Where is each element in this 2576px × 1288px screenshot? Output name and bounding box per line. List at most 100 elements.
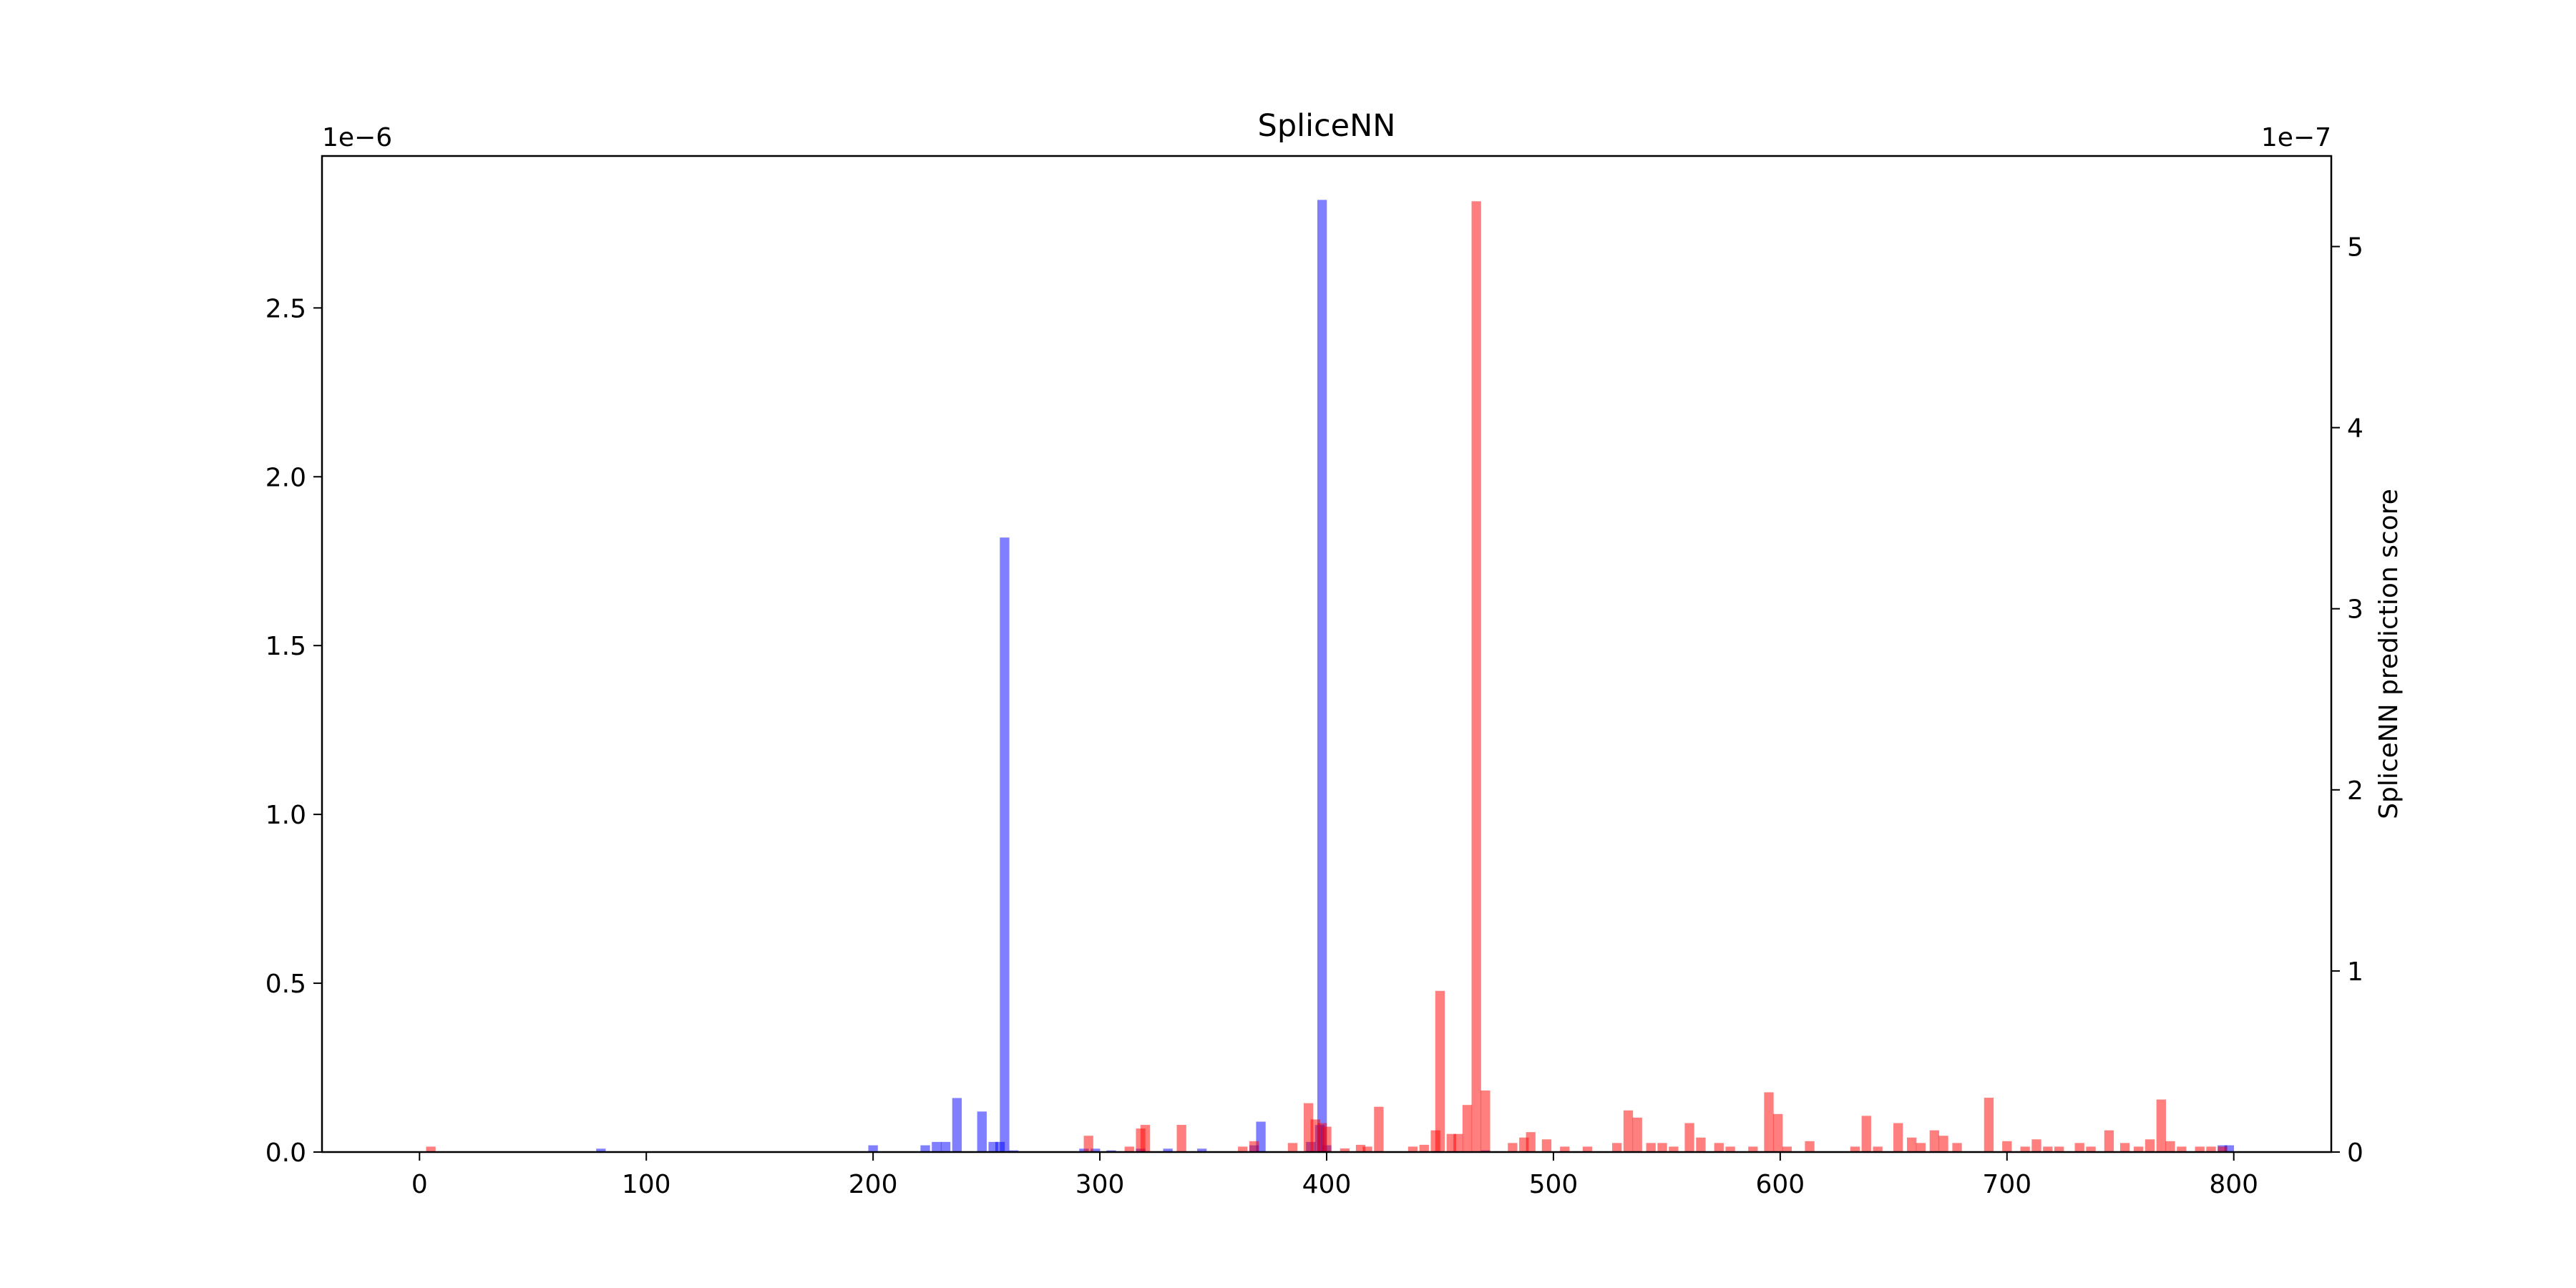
red-bar-16 — [1374, 1106, 1384, 1152]
left-y-axis-ticks: 0.0 0.5 1.0 1.5 2.0 2.5 — [265, 294, 322, 1168]
x-tick-label: 300 — [1075, 1170, 1125, 1199]
right-y-tick-label: 4 — [2347, 414, 2363, 444]
red-bar-14 — [1355, 1144, 1366, 1152]
x-tick-label: 0 — [411, 1170, 428, 1199]
red-bar-51 — [1907, 1137, 1917, 1152]
red-bar-66 — [2133, 1146, 2144, 1152]
right-y-tick-label: 3 — [2347, 595, 2363, 625]
red-bar-59 — [2031, 1139, 2041, 1152]
red-bar-53 — [1929, 1130, 1940, 1152]
red-bar-61 — [2054, 1146, 2064, 1152]
blue-bar-2 — [920, 1145, 930, 1152]
red-bar-58 — [2020, 1146, 2030, 1152]
red-bar-57 — [2002, 1141, 2012, 1152]
chart-title: SpliceNN — [1258, 108, 1396, 144]
left-y-tick-label: 2.0 — [265, 463, 306, 492]
red-bar-64 — [2104, 1130, 2114, 1152]
red-bar-4 — [1140, 1125, 1151, 1152]
red-bar-12 — [1322, 1126, 1332, 1152]
red-bar-22 — [1453, 1133, 1463, 1152]
x-tick-label: 500 — [1529, 1170, 1579, 1199]
x-tick-label: 600 — [1756, 1170, 1805, 1199]
left-y-tick-label: 1.5 — [265, 632, 306, 661]
red-bar-39 — [1696, 1137, 1706, 1152]
red-bar-44 — [1773, 1113, 1783, 1152]
red-bar-7 — [1249, 1141, 1259, 1152]
left-y-tick-label: 1.0 — [265, 801, 306, 830]
right-y-tick-label: 0 — [2347, 1138, 2363, 1168]
blue-bar-16 — [1197, 1148, 1207, 1152]
red-bar-17 — [1407, 1146, 1418, 1152]
red-bar-60 — [2043, 1146, 2053, 1152]
red-bar-48 — [1861, 1116, 1871, 1152]
red-bar-50 — [1893, 1123, 1903, 1152]
red-bar-37 — [1669, 1146, 1679, 1152]
red-bar-68 — [2156, 1099, 2166, 1152]
red-bar-52 — [1916, 1143, 1926, 1152]
blue-bar-12 — [1091, 1148, 1101, 1152]
right-y-tick-label: 1 — [2347, 957, 2363, 987]
red-bar-62 — [2074, 1143, 2084, 1152]
red-bar-18 — [1419, 1144, 1429, 1152]
blue-bar-4 — [940, 1141, 951, 1152]
red-bar-6 — [1238, 1146, 1248, 1152]
left-y-tick-label: 2.5 — [265, 294, 306, 323]
blue-bar-21 — [1317, 200, 1327, 1152]
x-axis-ticks: 0 100 200 300 400 500 600 700 800 — [411, 1152, 2258, 1199]
red-bar-20 — [1435, 990, 1445, 1152]
red-bar-30 — [1560, 1146, 1570, 1152]
blue-bar-1 — [868, 1145, 878, 1152]
blue-bar-3 — [932, 1141, 942, 1152]
red-bar-43 — [1764, 1092, 1774, 1152]
x-tick-label: 800 — [2209, 1170, 2258, 1199]
blue-bar-5 — [952, 1098, 962, 1152]
red-bar-67 — [2145, 1139, 2155, 1152]
red-bar-32 — [1612, 1143, 1622, 1152]
left-axis-bars — [596, 200, 2235, 1152]
right-y-tick-label: 2 — [2347, 776, 2363, 806]
red-bar-5 — [1176, 1125, 1186, 1152]
red-bar-73 — [2218, 1146, 2228, 1152]
red-bar-34 — [1632, 1117, 1642, 1152]
left-y-tick-label: 0.0 — [265, 1138, 306, 1168]
right-y-axis-label: SpliceNN prediction score — [2374, 489, 2404, 819]
red-bar-49 — [1873, 1146, 1883, 1152]
red-bar-42 — [1748, 1146, 1758, 1152]
red-bar-46 — [1805, 1141, 1815, 1152]
right-axis-multiplier: 1e−7 — [2261, 123, 2331, 152]
red-bar-70 — [2177, 1146, 2187, 1152]
red-bar-56 — [1984, 1098, 1994, 1152]
red-bar-47 — [1850, 1146, 1860, 1152]
right-y-tick-label: 5 — [2347, 233, 2363, 263]
red-bar-8 — [1287, 1143, 1298, 1152]
red-bar-23 — [1462, 1105, 1473, 1152]
red-bar-35 — [1646, 1143, 1656, 1152]
red-bar-2 — [1124, 1146, 1134, 1152]
left-axis-multiplier: 1e−6 — [322, 123, 392, 152]
x-tick-label: 700 — [1982, 1170, 2031, 1199]
red-bar-63 — [2086, 1146, 2096, 1152]
red-bar-72 — [2206, 1146, 2216, 1152]
red-bar-24 — [1471, 201, 1481, 1153]
red-bar-13 — [1340, 1148, 1350, 1152]
red-bar-31 — [1582, 1146, 1593, 1152]
red-bar-65 — [2119, 1143, 2130, 1152]
x-tick-label: 100 — [622, 1170, 671, 1199]
red-bar-33 — [1623, 1110, 1634, 1152]
x-tick-label: 200 — [849, 1170, 898, 1199]
blue-bar-6 — [977, 1111, 987, 1152]
red-bar-15 — [1362, 1146, 1372, 1152]
red-bar-36 — [1657, 1143, 1667, 1152]
blue-bar-25 — [2224, 1145, 2235, 1152]
red-bar-55 — [1952, 1143, 1962, 1152]
red-bar-38 — [1684, 1123, 1694, 1152]
blue-bar-0 — [596, 1148, 606, 1152]
red-bar-25 — [1480, 1090, 1491, 1152]
red-bar-71 — [2195, 1146, 2205, 1152]
red-bar-0 — [426, 1146, 436, 1152]
left-y-tick-label: 0.5 — [265, 970, 306, 999]
red-bar-28 — [1526, 1132, 1536, 1152]
right-axis-bars — [426, 201, 2228, 1153]
red-bar-41 — [1725, 1146, 1735, 1152]
